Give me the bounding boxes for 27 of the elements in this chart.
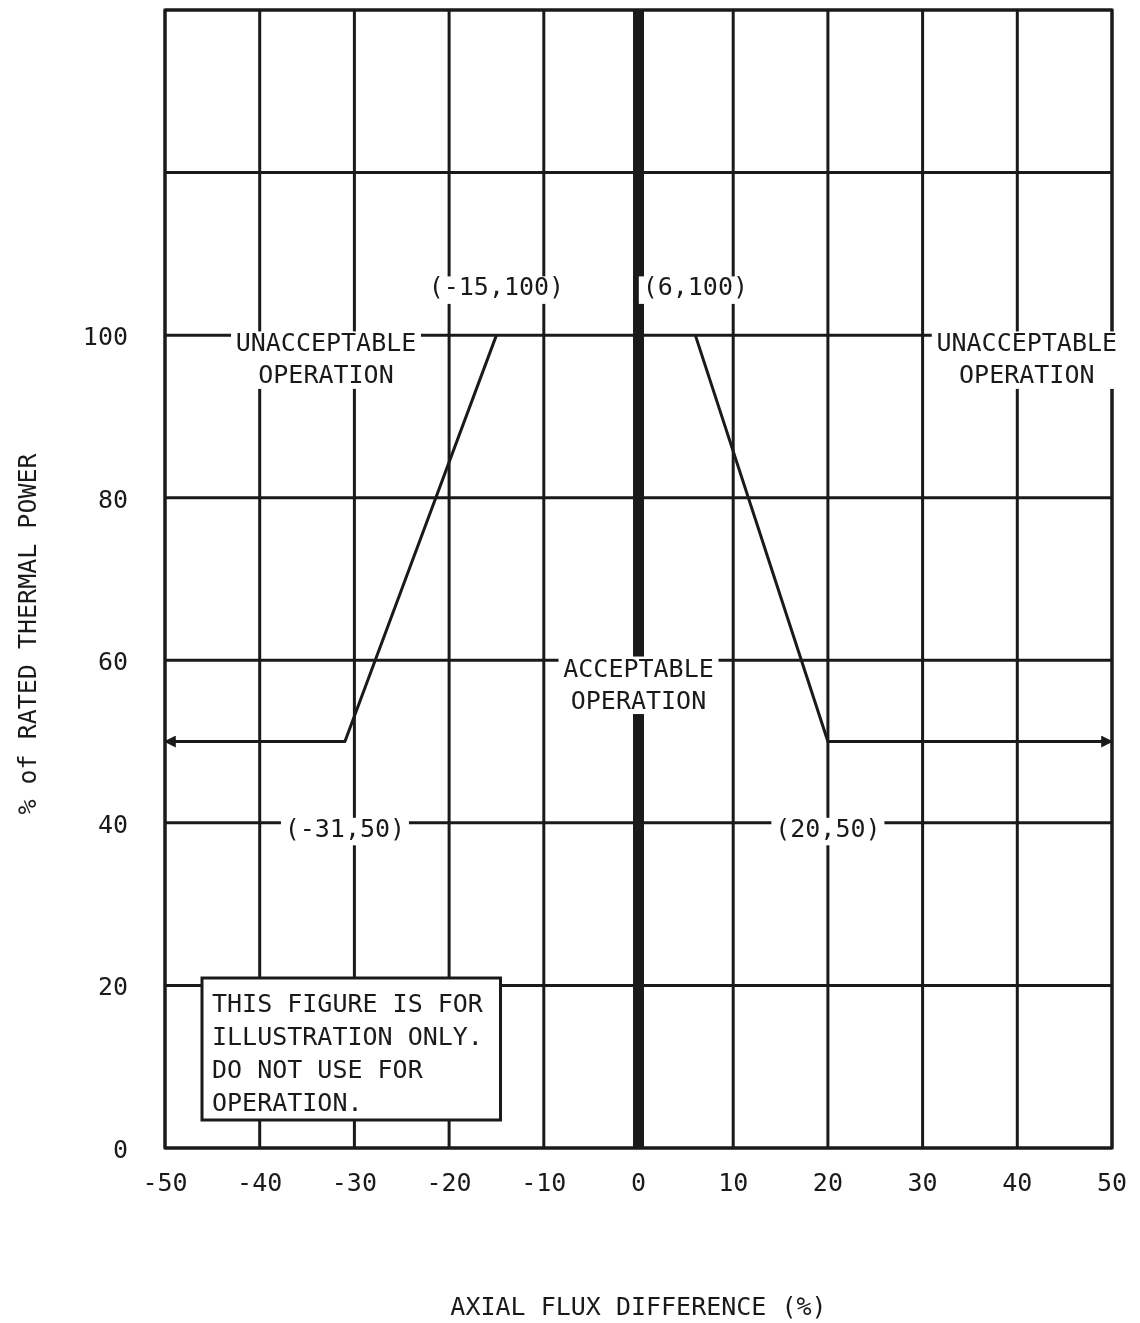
annotation: (20,50) xyxy=(775,813,881,843)
x-tick-label: -30 xyxy=(331,1168,377,1197)
annotation: (-15,100) xyxy=(428,272,565,302)
x-tick-label: 50 xyxy=(1096,1168,1128,1197)
x-tick-label: 20 xyxy=(812,1168,843,1197)
x-axis-title: AXIAL FLUX DIFFERENCE (%) xyxy=(450,1292,827,1321)
annotation: (-31,50) xyxy=(284,813,406,843)
x-tick-label: -20 xyxy=(426,1168,472,1197)
annotation: (6,100) xyxy=(642,272,748,302)
y-tick-label: 100 xyxy=(82,322,128,352)
annotation: ACCEPTABLE OPERATION xyxy=(563,653,714,715)
y-tick-label: 80 xyxy=(97,484,128,514)
x-tick-label: -40 xyxy=(237,1168,283,1197)
y-tick-label: 20 xyxy=(97,972,128,1002)
annotation: THIS FIGURE IS FOR ILLUSTRATION ONLY. DO NOT USE FOR OPERATION. xyxy=(212,989,484,1117)
x-tick-label: 40 xyxy=(1002,1168,1033,1197)
y-tick-label: 40 xyxy=(97,809,128,839)
x-tick-label: -10 xyxy=(521,1168,567,1197)
x-tick-label: -50 xyxy=(142,1168,188,1197)
annotation: UNACCEPTABLE OPERATION xyxy=(235,328,417,390)
y-tick-label: 60 xyxy=(97,647,128,677)
x-tick-label: 30 xyxy=(907,1168,938,1197)
x-tick-label: 10 xyxy=(718,1168,749,1197)
y-axis-title: % of RATED THERMAL POWER xyxy=(13,452,42,815)
y-tick-label: 0 xyxy=(112,1135,128,1164)
x-tick-label: 0 xyxy=(630,1168,647,1197)
annotation: UNACCEPTABLE OPERATION xyxy=(936,328,1118,390)
